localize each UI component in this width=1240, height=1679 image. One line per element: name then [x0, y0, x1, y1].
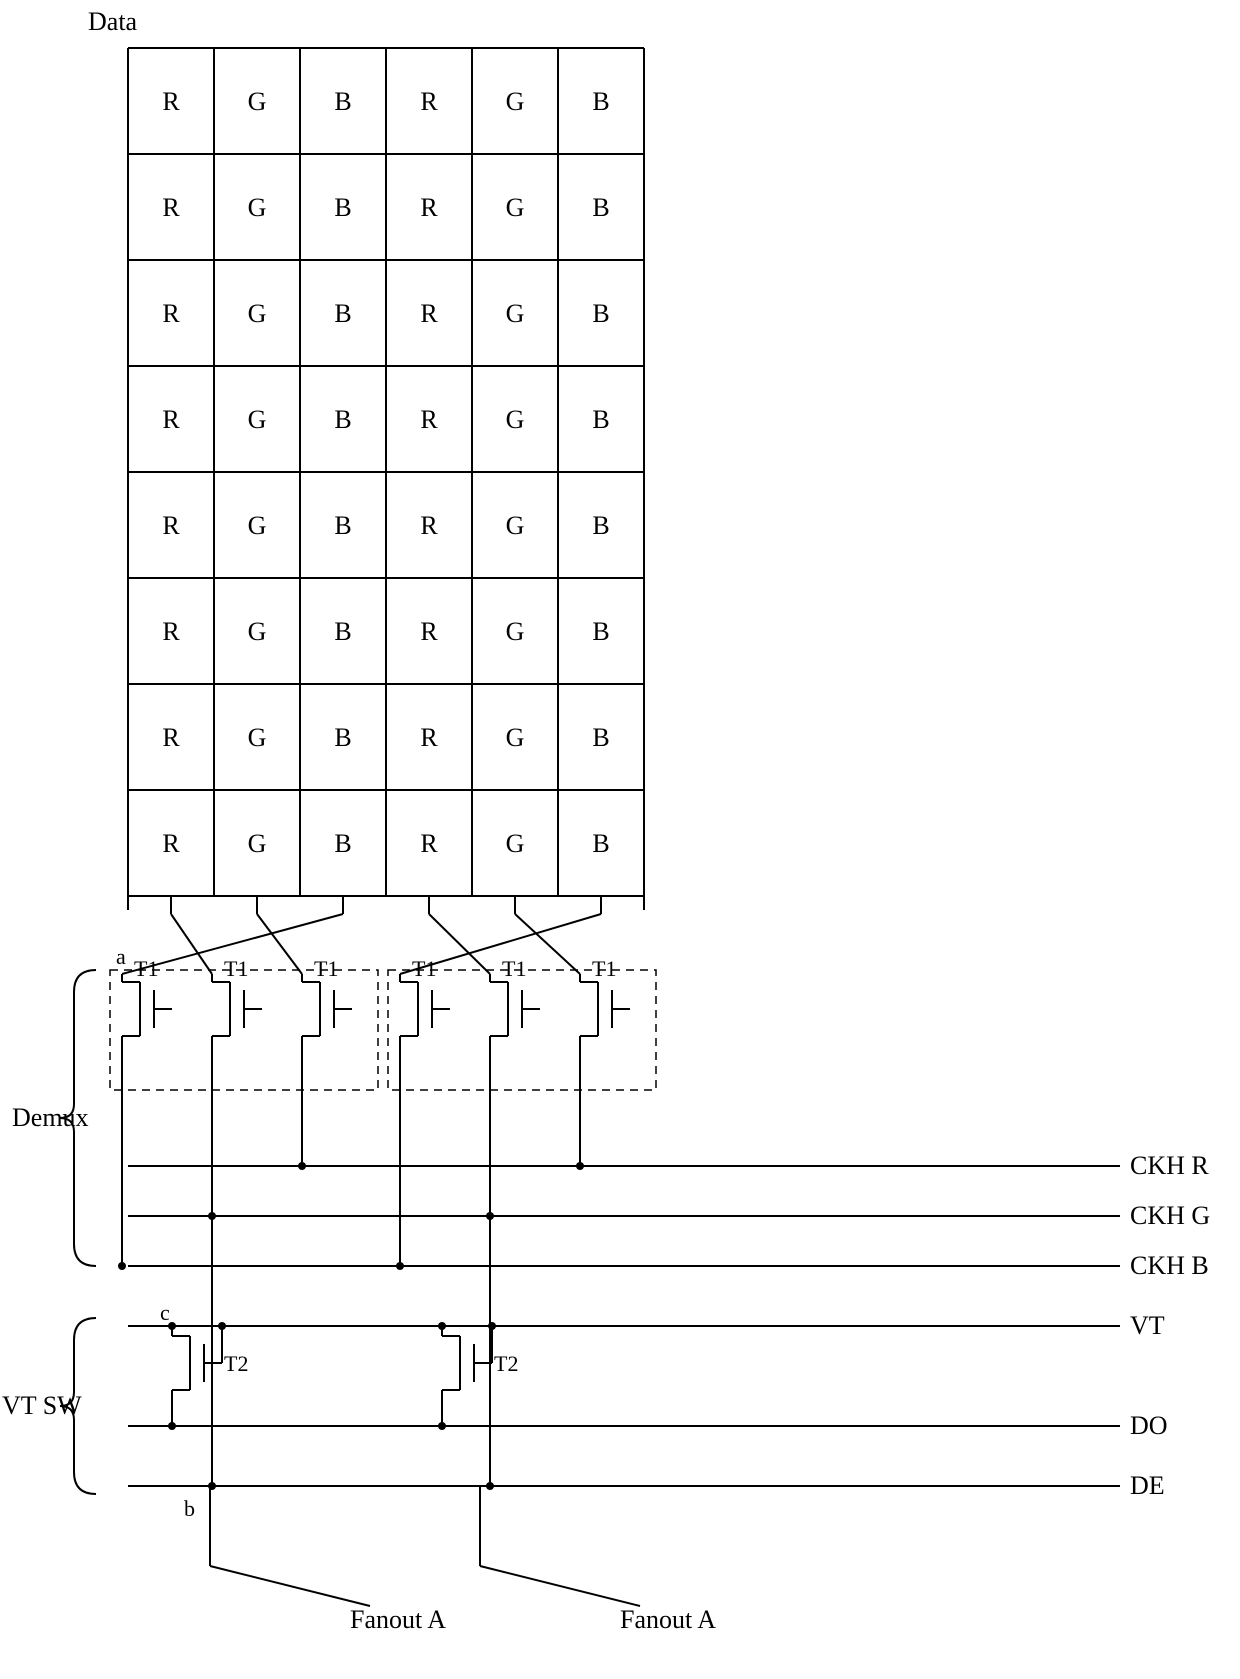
- svg-text:Fanout A: Fanout A: [350, 1605, 446, 1634]
- svg-text:G: G: [248, 511, 267, 540]
- svg-text:B: B: [592, 87, 609, 116]
- svg-text:B: B: [334, 511, 351, 540]
- svg-text:G: G: [506, 299, 525, 328]
- svg-text:R: R: [162, 299, 180, 328]
- svg-text:T2: T2: [494, 1351, 518, 1376]
- svg-text:VT: VT: [1130, 1311, 1165, 1340]
- svg-text:CKH B: CKH B: [1130, 1251, 1209, 1280]
- svg-text:c: c: [160, 1300, 170, 1325]
- svg-text:DE: DE: [1130, 1471, 1165, 1500]
- svg-text:R: R: [420, 87, 438, 116]
- svg-text:R: R: [162, 617, 180, 646]
- svg-text:G: G: [506, 87, 525, 116]
- svg-text:R: R: [420, 299, 438, 328]
- svg-text:T2: T2: [224, 1351, 248, 1376]
- svg-text:R: R: [420, 617, 438, 646]
- svg-text:R: R: [162, 829, 180, 858]
- svg-text:G: G: [248, 829, 267, 858]
- svg-text:G: G: [506, 617, 525, 646]
- svg-text:G: G: [248, 299, 267, 328]
- svg-text:R: R: [420, 193, 438, 222]
- svg-text:G: G: [248, 87, 267, 116]
- svg-text:B: B: [334, 405, 351, 434]
- svg-text:T1: T1: [134, 956, 158, 981]
- svg-text:B: B: [334, 829, 351, 858]
- svg-text:B: B: [592, 299, 609, 328]
- svg-text:T1: T1: [502, 956, 526, 981]
- svg-text:R: R: [420, 829, 438, 858]
- svg-text:b: b: [184, 1496, 195, 1521]
- svg-text:T1: T1: [592, 956, 616, 981]
- svg-text:R: R: [162, 723, 180, 752]
- svg-text:R: R: [162, 405, 180, 434]
- svg-text:T1: T1: [314, 956, 338, 981]
- svg-text:G: G: [506, 193, 525, 222]
- svg-text:T1: T1: [224, 956, 248, 981]
- svg-text:DO: DO: [1130, 1411, 1168, 1440]
- svg-text:R: R: [162, 87, 180, 116]
- svg-text:R: R: [420, 511, 438, 540]
- svg-text:B: B: [334, 723, 351, 752]
- svg-text:B: B: [592, 511, 609, 540]
- svg-text:B: B: [592, 405, 609, 434]
- svg-text:Fanout A: Fanout A: [620, 1605, 716, 1634]
- svg-text:G: G: [248, 193, 267, 222]
- svg-text:R: R: [420, 723, 438, 752]
- svg-text:R: R: [162, 193, 180, 222]
- svg-text:Data: Data: [88, 7, 138, 36]
- svg-text:B: B: [334, 193, 351, 222]
- svg-text:CKH R: CKH R: [1130, 1151, 1209, 1180]
- svg-text:G: G: [248, 617, 267, 646]
- diagram: R G B R G B R G B R G B R G B R G B R G B R G B R G B R G B R G B R G B R G B R…: [0, 0, 1240, 1679]
- svg-text:B: B: [592, 829, 609, 858]
- svg-text:B: B: [592, 723, 609, 752]
- svg-text:CKH G: CKH G: [1130, 1201, 1210, 1230]
- svg-text:VT SW: VT SW: [2, 1391, 82, 1420]
- svg-text:G: G: [248, 723, 267, 752]
- svg-text:B: B: [334, 617, 351, 646]
- svg-text:G: G: [506, 405, 525, 434]
- svg-text:B: B: [334, 299, 351, 328]
- svg-text:G: G: [506, 511, 525, 540]
- svg-text:B: B: [592, 193, 609, 222]
- svg-text:Demux: Demux: [12, 1103, 89, 1132]
- svg-text:B: B: [592, 617, 609, 646]
- svg-text:G: G: [506, 723, 525, 752]
- svg-text:R: R: [162, 511, 180, 540]
- svg-text:G: G: [248, 405, 267, 434]
- svg-text:B: B: [334, 87, 351, 116]
- svg-text:G: G: [506, 829, 525, 858]
- svg-text:R: R: [420, 405, 438, 434]
- svg-text:a: a: [116, 944, 126, 969]
- svg-text:T1: T1: [412, 956, 436, 981]
